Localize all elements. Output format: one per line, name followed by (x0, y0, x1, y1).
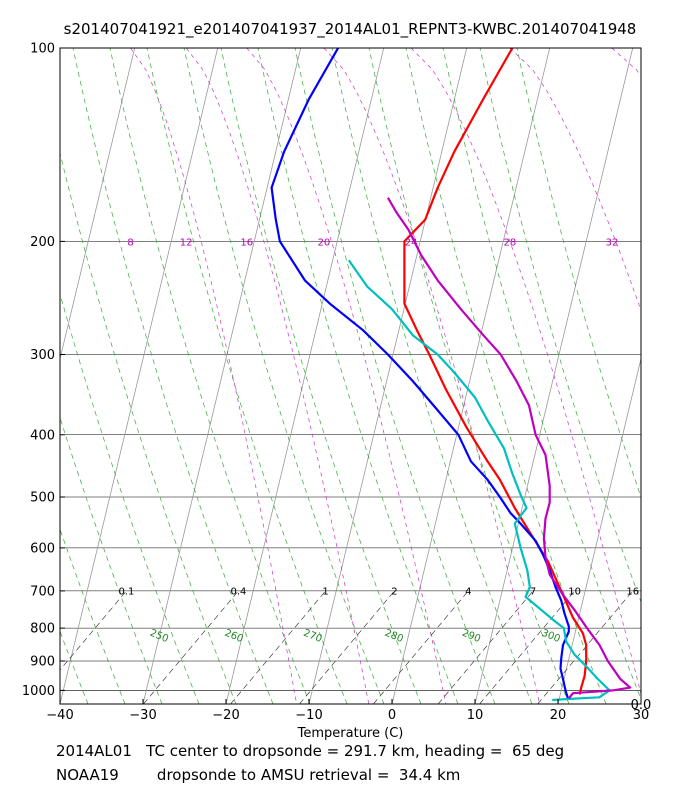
mixing-ratio-line (437, 590, 534, 704)
x-tick-label: 30 (633, 708, 650, 723)
mixing-ratio-label: 7 (530, 586, 536, 597)
y-tick-label: 500 (30, 491, 55, 506)
x-tick-label: −40 (46, 708, 73, 723)
caption-line-2: NOAA19 dropsonde to AMSU retrieval = 34.… (56, 766, 461, 784)
moist-adiabat-label: 32 (606, 237, 619, 248)
isotherm-line (0, 48, 52, 704)
moist-adiabat-label: 12 (180, 237, 193, 248)
sounding-line (386, 197, 632, 700)
sounding-line (270, 48, 570, 699)
mixing-ratio-label: 2 (391, 586, 397, 597)
isotherm-line (391, 48, 551, 704)
isotherm-line (557, 357, 641, 704)
dry-adiabat-line (60, 528, 126, 704)
x-tick-label: −10 (295, 708, 322, 723)
x-tick-label: 20 (550, 708, 567, 723)
mixing-ratio-line (299, 590, 395, 704)
mixing-ratio-label: 16 (626, 586, 639, 597)
y-tick-label: 900 (30, 654, 55, 669)
dry-adiabat-label: 250 (148, 628, 170, 645)
mixing-ratio-label: 0.1 (118, 586, 134, 597)
plot-frame (59, 47, 642, 705)
isotherm-line (60, 48, 136, 361)
x-tick-label: −30 (129, 708, 156, 723)
mixing-ratio-line (373, 590, 469, 704)
mixing-ratio-line (230, 590, 326, 704)
dry-adiabat-line (60, 416, 163, 704)
y-tick-label: 200 (30, 235, 55, 250)
isotherm-line (60, 48, 219, 704)
moist-adiabat-line (246, 48, 447, 704)
dry-adiabat-line (479, 48, 641, 603)
dry-adiabat-line (516, 48, 641, 499)
isotherm-line (142, 48, 302, 704)
dry-adiabat-line (60, 630, 89, 704)
moist-adiabat-line (185, 48, 370, 704)
mixing-ratio-label: 0.4 (230, 586, 246, 597)
y-tick-label: 1000 (22, 684, 55, 699)
x-tick-label: 10 (467, 708, 484, 723)
caption-line-1: 2014AL01 TC center to dropsonde = 291.7 … (56, 742, 565, 760)
mixing-ratio-label: 10 (568, 586, 581, 597)
moist-adiabat-line (509, 48, 641, 312)
isotherm-line (640, 702, 641, 704)
dry-adiabat-line (0, 48, 14, 704)
chart-title: s201407041921_e201407041937_2014AL01_REP… (63, 20, 637, 38)
moist-adiabat-line (323, 48, 541, 704)
x-axis-label: Temperature (C) (297, 726, 404, 741)
moist-adiabat-line (410, 48, 641, 696)
y-tick-label: 300 (30, 348, 55, 363)
x-tick-label: 0 (388, 708, 396, 723)
dry-adiabat-label: 260 (223, 628, 245, 645)
moist-adiabat-label: 8 (127, 237, 133, 248)
y-tick-label: 600 (30, 541, 55, 556)
mixing-ratio-line (143, 590, 239, 704)
dry-adiabat-line (0, 48, 51, 704)
mixing-ratio-label: 4 (465, 586, 471, 597)
sounding-line (403, 48, 588, 695)
y-tick-label: 100 (30, 42, 55, 57)
y-tick-label: 400 (30, 428, 55, 443)
moist-adiabat-label: 16 (240, 237, 253, 248)
dry-adiabat-label: 270 (302, 628, 324, 645)
moist-adiabat-line (130, 48, 297, 704)
dry-adiabat-label: 300 (540, 628, 562, 645)
moist-adiabat-label: 24 (405, 237, 418, 248)
dry-adiabat-label: 280 (383, 628, 405, 645)
mixing-ratio-line (60, 590, 127, 671)
moist-adiabat-label: 28 (503, 237, 516, 248)
dry-adiabat-line (405, 48, 607, 704)
dry-adiabat-line (442, 48, 641, 700)
sounding-line (347, 259, 611, 702)
moist-adiabat-label: 20 (318, 237, 331, 248)
moist-adiabat-line (611, 48, 641, 77)
mixing-ratio-line (479, 590, 575, 704)
corner-label: 0.0 (631, 698, 652, 713)
isotherm-line (225, 48, 385, 704)
isotherm-line (308, 48, 468, 704)
y-tick-label: 700 (30, 584, 55, 599)
x-tick-label: −20 (212, 708, 239, 723)
mixing-ratio-label: 1 (322, 586, 328, 597)
y-tick-label: 800 (30, 622, 55, 637)
